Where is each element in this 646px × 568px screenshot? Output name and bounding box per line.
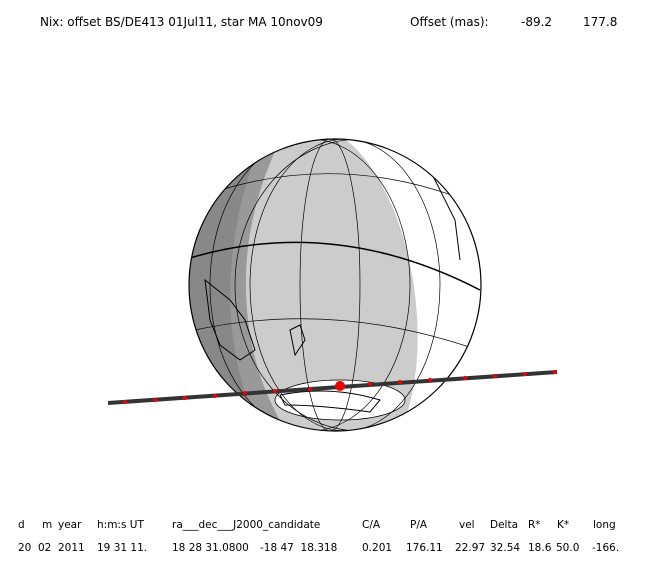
column-header: K*	[557, 519, 569, 531]
column-header: vel	[459, 519, 475, 531]
cell: 18.6	[528, 542, 552, 554]
column-header: long	[593, 519, 616, 531]
offset-value: -89.2	[521, 15, 552, 29]
cell: 18 28 31.0800	[172, 542, 249, 554]
column-header: m	[42, 519, 52, 531]
cell: 50.0	[556, 542, 579, 554]
offset-value: 177.8	[583, 15, 617, 29]
cell: 2011	[58, 542, 85, 554]
cell: 20	[18, 542, 31, 554]
title: Nix: offset BS/DE413 01Jul11, star MA 10…	[40, 15, 323, 29]
cell: -18 47 18.318	[260, 542, 337, 554]
cell: 32.54	[490, 542, 520, 554]
column-header: ra___dec___J2000_candidate	[172, 519, 320, 531]
cell: 22.97	[455, 542, 485, 554]
cell: 02	[38, 542, 51, 554]
column-header: year	[58, 519, 82, 531]
column-header: R*	[528, 519, 541, 531]
cell: 19 31 11.	[97, 542, 147, 554]
cell: -166.	[592, 542, 619, 554]
column-header: Delta	[490, 519, 518, 531]
column-header: P/A	[410, 519, 428, 531]
column-header: h:m:s UT	[97, 519, 144, 531]
data-table: d m year h:m:s UT ra___dec___J2000_candidate…	[18, 519, 619, 554]
cell: 176.11	[406, 542, 443, 554]
globe	[188, 138, 482, 432]
offset-label: Offset (mas):	[410, 15, 489, 29]
occultation-track	[107, 370, 558, 405]
cell: 0.201	[362, 542, 392, 554]
column-header: d	[18, 519, 25, 531]
column-header: C/A	[362, 519, 381, 531]
